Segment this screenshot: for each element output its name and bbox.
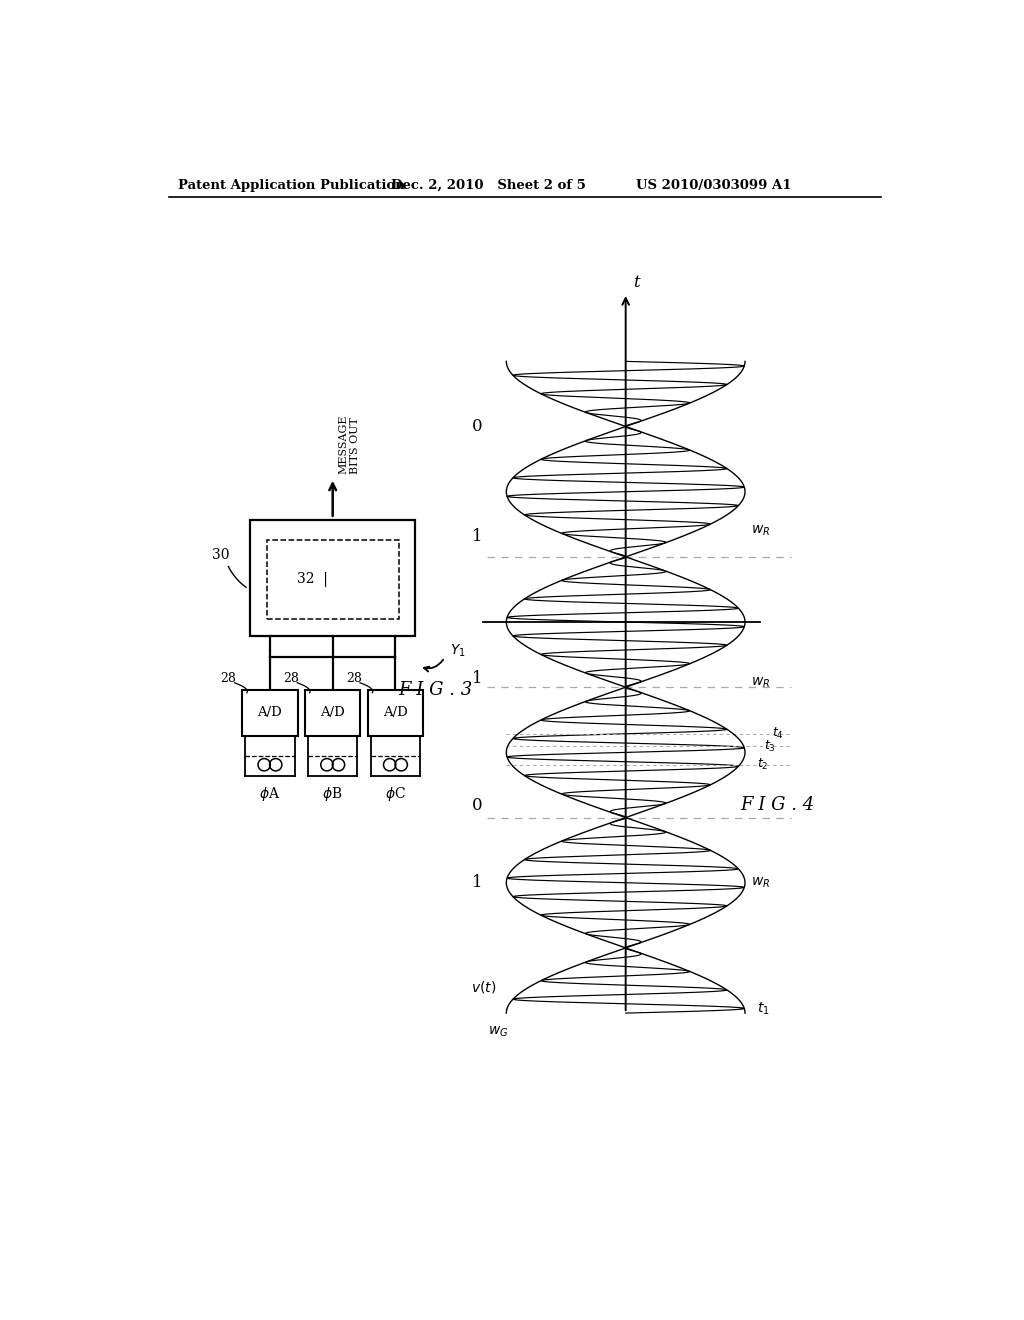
Text: $t_2$: $t_2$ (757, 758, 768, 772)
Bar (243, 689, 298, 737)
Text: 0: 0 (472, 418, 482, 436)
Text: $\phi$A: $\phi$A (259, 785, 281, 803)
Text: 28: 28 (220, 672, 237, 685)
Text: $\phi$B: $\phi$B (323, 785, 343, 803)
Text: A/D: A/D (321, 706, 345, 719)
Text: $w_R$: $w_R$ (752, 676, 770, 690)
Text: MESSAGE
BITS OUT: MESSAGE BITS OUT (338, 414, 360, 474)
Text: $Y_1$: $Y_1$ (451, 643, 466, 660)
Text: F I G . 3: F I G . 3 (398, 681, 473, 698)
Text: $w_R$: $w_R$ (752, 524, 770, 539)
Text: $w_R$: $w_R$ (752, 875, 770, 890)
Text: $w_G$: $w_G$ (488, 1024, 509, 1039)
Text: t: t (634, 273, 640, 290)
Text: $v(t)$: $v(t)$ (471, 979, 496, 995)
Text: 30: 30 (212, 548, 229, 562)
Bar (267, 540, 398, 619)
Text: Patent Application Publication: Patent Application Publication (178, 180, 406, 193)
Text: A/D: A/D (258, 706, 283, 719)
Bar (305, 689, 360, 737)
Text: 28: 28 (346, 672, 361, 685)
Text: 1: 1 (472, 528, 482, 545)
Bar (250, 520, 416, 636)
Bar (368, 689, 423, 737)
Text: F I G . 4: F I G . 4 (740, 796, 814, 814)
Text: Dec. 2, 2010   Sheet 2 of 5: Dec. 2, 2010 Sheet 2 of 5 (391, 180, 586, 193)
Text: US 2010/0303099 A1: US 2010/0303099 A1 (636, 180, 792, 193)
Text: 1: 1 (472, 671, 482, 688)
Text: 0: 0 (472, 797, 482, 813)
Text: A/D: A/D (383, 706, 408, 719)
Text: $t_3$: $t_3$ (764, 739, 776, 754)
Text: $\phi$C: $\phi$C (385, 785, 406, 803)
Text: $t_1$: $t_1$ (757, 1001, 769, 1018)
Text: 28: 28 (284, 672, 299, 685)
Text: 1: 1 (472, 874, 482, 891)
Text: $t_4$: $t_4$ (772, 726, 783, 742)
Text: 32  |: 32 | (298, 572, 329, 587)
